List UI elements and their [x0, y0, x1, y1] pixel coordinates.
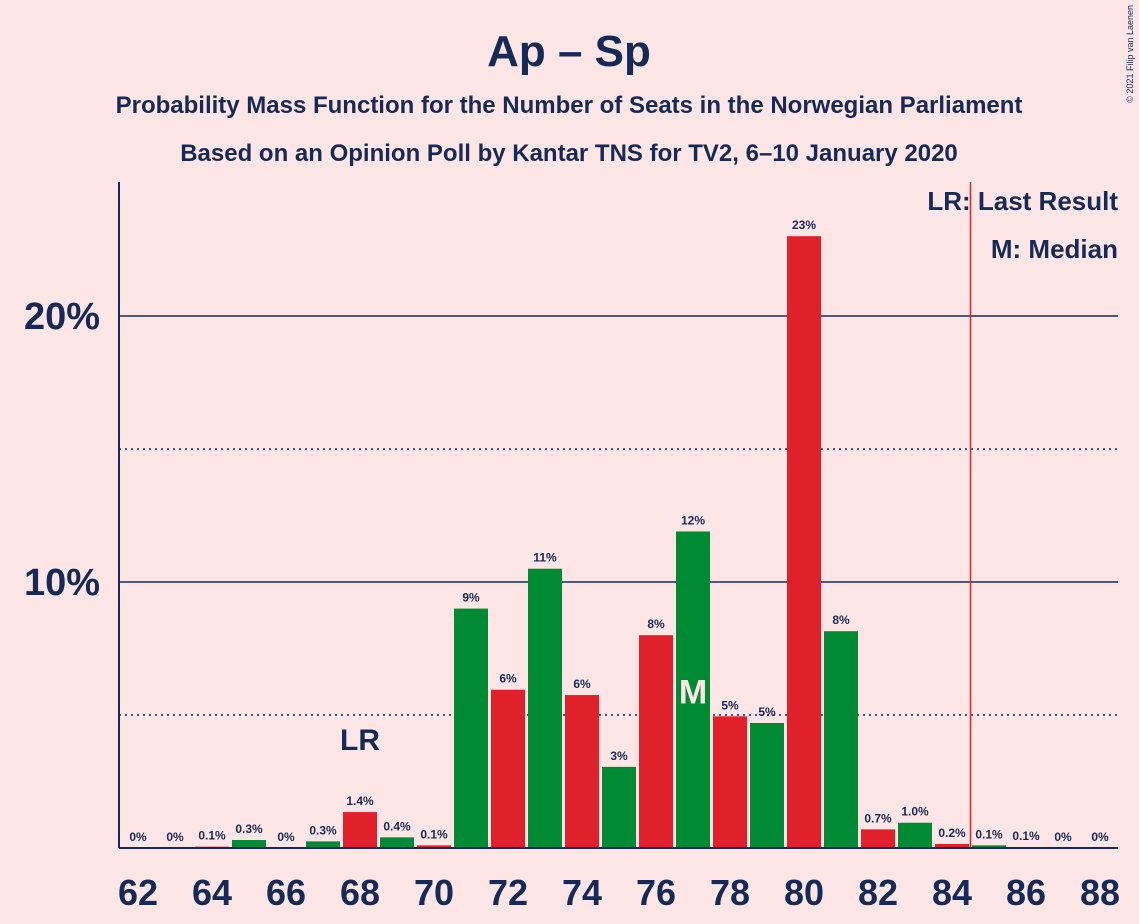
x-tick-label: 72 [488, 872, 528, 913]
bar-label-68: 1.4% [346, 794, 374, 808]
bar-seat-65 [232, 840, 266, 848]
x-tick-label: 88 [1080, 872, 1120, 913]
bars [195, 236, 1043, 848]
chart-subtitle-2: Based on an Opinion Poll by Kantar TNS f… [180, 140, 958, 167]
bar-label-63: 0% [166, 830, 184, 844]
y-tick-label: 10% [24, 562, 100, 604]
legend-last-result: LR: Last Result [927, 186, 1118, 216]
x-tick-label: 80 [784, 872, 824, 913]
axes: 10% 20% 62 64 66 68 70 72 74 76 78 80 82 84 86 88 [24, 182, 1120, 913]
x-tick-label: 74 [562, 872, 602, 913]
x-tick-label: 64 [192, 872, 232, 913]
bar-label-78: 5% [721, 698, 739, 712]
bar-seat-67 [306, 841, 340, 848]
bar-label-81: 8% [832, 613, 850, 627]
bar-label-83: 1.0% [901, 805, 929, 819]
bar-label-85: 0.1% [975, 827, 1003, 841]
bar-labels: 0% 0% 0.1% 0.3% 0% 0.3% 1.4% 0.4% 0.1% 9% 6% 11% 6% 3… [129, 218, 1109, 844]
chart-subtitle: Probability Mass Function for the Number… [116, 92, 1023, 119]
bar-label-62: 0% [129, 830, 147, 844]
bar-seat-80 [787, 236, 821, 848]
bar-label-71: 9% [462, 591, 480, 605]
bar-seat-71 [454, 608, 488, 848]
last-result-marker: LR [340, 724, 380, 757]
bar-label-75: 3% [610, 749, 628, 763]
bar-seat-75 [602, 766, 636, 848]
median-marker: M [679, 673, 707, 711]
bar-seat-69 [380, 837, 414, 848]
bar-label-66: 0% [277, 830, 295, 844]
x-tick-label: 78 [710, 872, 750, 913]
gridlines [119, 182, 1118, 848]
bar-seat-74 [565, 695, 599, 848]
bar-seat-81 [824, 631, 858, 848]
bar-seat-83 [898, 822, 932, 848]
x-tick-label: 76 [636, 872, 676, 913]
bar-seat-77 [676, 531, 710, 848]
bar-label-84: 0.2% [938, 826, 966, 840]
bar-seat-76 [639, 635, 673, 848]
x-tick-label: 84 [932, 872, 972, 913]
bar-seat-68 [343, 812, 377, 848]
bar-label-76: 8% [647, 617, 665, 631]
bar-label-69: 0.4% [383, 819, 411, 833]
legend-median: M: Median [991, 234, 1118, 264]
bar-seat-70 [417, 845, 451, 848]
x-tick-label: 70 [414, 872, 454, 913]
x-tick-label: 66 [266, 872, 306, 913]
bar-label-88: 0% [1091, 830, 1109, 844]
y-tick-label: 20% [24, 296, 100, 338]
bar-seat-78 [713, 716, 747, 848]
bar-seat-82 [861, 829, 895, 848]
bar-label-79: 5% [758, 705, 776, 719]
x-tick-label: 68 [340, 872, 380, 913]
x-tick-label: 86 [1006, 872, 1046, 913]
bar-label-80: 23% [792, 218, 816, 232]
bar-label-64: 0.1% [198, 829, 226, 843]
bar-label-72: 6% [499, 672, 517, 686]
bar-label-65: 0.3% [235, 822, 263, 836]
bar-seat-84 [935, 844, 969, 848]
chart-title: Ap – Sp [487, 27, 651, 76]
x-tick-label: 62 [118, 872, 158, 913]
bar-seat-72 [491, 689, 525, 848]
bar-label-77: 12% [681, 513, 705, 527]
bar-label-74: 6% [573, 677, 591, 691]
bar-label-87: 0% [1054, 830, 1072, 844]
bar-label-73: 11% [533, 551, 557, 565]
copyright-text: © 2021 Filip van Laenen [1125, 5, 1135, 103]
bar-seat-73 [528, 568, 562, 848]
bar-label-67: 0.3% [309, 823, 337, 837]
bar-label-86: 0.1% [1012, 829, 1040, 843]
x-tick-label: 82 [858, 872, 898, 913]
bar-label-70: 0.1% [420, 827, 448, 841]
bar-seat-79 [750, 722, 784, 848]
bar-label-82: 0.7% [864, 811, 892, 825]
bar-seat-85 [972, 845, 1006, 848]
